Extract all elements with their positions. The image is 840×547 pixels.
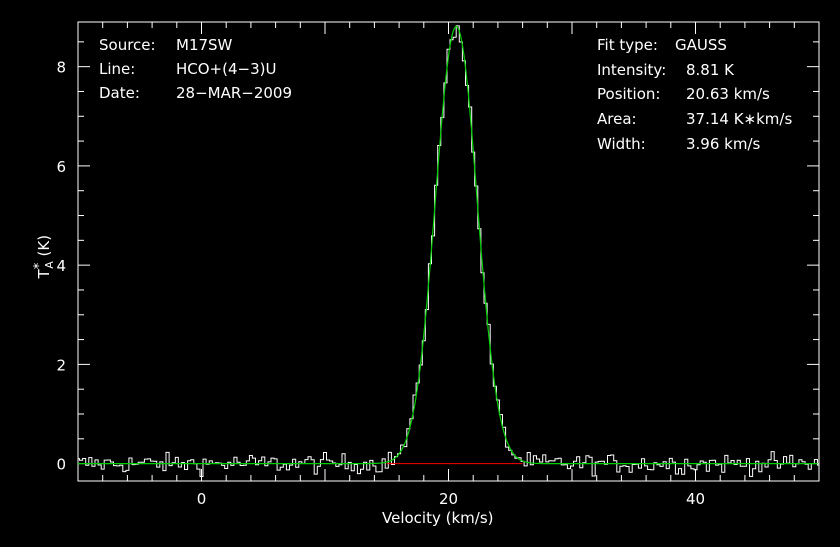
- x-tick-label: 40: [686, 490, 705, 508]
- fit-intensity-key: Intensity:: [597, 61, 667, 79]
- axis-ticks: [77, 22, 820, 481]
- fit-type-value: GAUSS: [675, 36, 727, 54]
- x-axis-label: Velocity (km/s): [382, 509, 494, 527]
- y-axis-label-main: T: [35, 269, 53, 279]
- header-source-key: Source:: [99, 36, 156, 54]
- fit-intensity-value: 8.81 K: [686, 61, 735, 79]
- y-axis-label-unit: (K): [35, 234, 53, 262]
- y-tick-label: 8: [56, 59, 66, 77]
- header-line-value: HCO+(4−3)U: [176, 60, 277, 78]
- y-axis-label-sub: A: [43, 261, 56, 269]
- header-line-key: Line:: [99, 60, 136, 78]
- fit-width-value: 3.96 km/s: [686, 135, 761, 153]
- y-tick-label: 0: [56, 456, 66, 474]
- fit-position-value: 20.63 km/s: [686, 85, 770, 103]
- header-date-key: Date:: [99, 84, 140, 102]
- y-tick-label: 4: [56, 257, 66, 275]
- fit-position-key: Position:: [597, 85, 661, 103]
- fit-area-value: 37.14 K∗km/s: [686, 110, 793, 128]
- spectrum-histogram: [78, 25, 819, 477]
- series-layer: [78, 25, 819, 477]
- fit-area-key: Area:: [597, 110, 637, 128]
- x-tick-label: 0: [197, 490, 207, 508]
- header-date-value: 28−MAR−2009: [176, 84, 293, 102]
- header-source-value: M17SW: [176, 36, 233, 54]
- y-tick-label: 2: [56, 356, 66, 374]
- y-axis-label: T*A (K): [14, 235, 56, 288]
- fit-width-key: Width:: [597, 135, 646, 153]
- y-tick-label: 6: [56, 158, 66, 176]
- tick-labels: 0 20 40 0 2 4 6 8: [56, 59, 705, 508]
- gaussian-fit-line: [78, 25, 818, 465]
- fit-type-key: Fit type:: [597, 36, 658, 54]
- x-tick-label: 20: [439, 490, 458, 508]
